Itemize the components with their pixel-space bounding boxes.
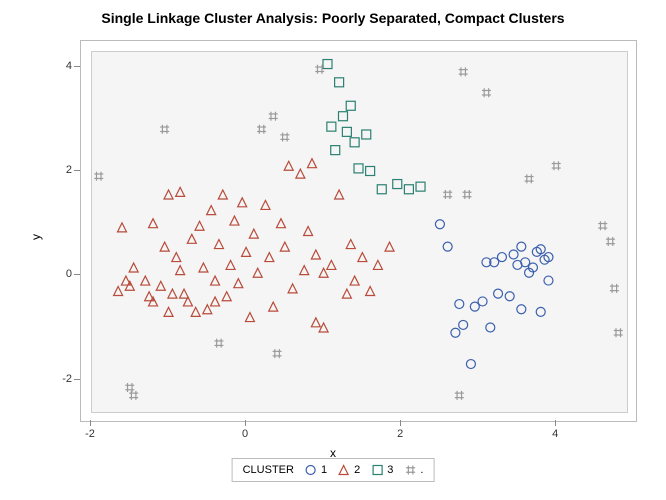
legend-label: . [420, 464, 423, 476]
y-tick-label: 4 [52, 60, 72, 72]
legend-item-3: 3 [370, 463, 393, 477]
x-tick [400, 420, 401, 426]
legend-item-2: 2 [337, 463, 360, 477]
legend-item-.: . [403, 463, 423, 477]
circle-icon [304, 463, 318, 477]
y-tick [74, 274, 80, 275]
scatter-svg [81, 41, 636, 421]
square-icon [370, 463, 384, 477]
legend-label: 1 [321, 464, 327, 476]
chart-container: Single Linkage Cluster Analysis: Poorly … [0, 0, 666, 500]
x-tick-label: 2 [397, 428, 403, 440]
plot-area [80, 40, 637, 422]
x-tick-label: 4 [552, 428, 558, 440]
x-tick [555, 420, 556, 426]
series-2 [114, 159, 394, 332]
legend-label: 3 [387, 464, 393, 476]
legend-title: CLUSTER [243, 464, 294, 476]
y-tick-label: 2 [52, 164, 72, 176]
x-tick-label: 0 [242, 428, 248, 440]
x-tick [245, 420, 246, 426]
y-tick [74, 170, 80, 171]
series-. [94, 65, 622, 400]
x-tick-label: -2 [85, 428, 95, 440]
y-axis-label: y [29, 234, 43, 240]
y-tick [74, 66, 80, 67]
legend: CLUSTER 1 2 3. [232, 458, 435, 482]
legend-label: 2 [354, 464, 360, 476]
y-tick-label: 0 [52, 268, 72, 280]
chart-title: Single Linkage Cluster Analysis: Poorly … [0, 10, 666, 26]
x-tick [90, 420, 91, 426]
series-1 [435, 220, 553, 369]
legend-item-1: 1 [304, 463, 327, 477]
series-3 [323, 60, 425, 194]
hash-icon [403, 463, 417, 477]
triangle-icon [337, 463, 351, 477]
y-tick [74, 379, 80, 380]
y-tick-label: -2 [52, 373, 72, 385]
